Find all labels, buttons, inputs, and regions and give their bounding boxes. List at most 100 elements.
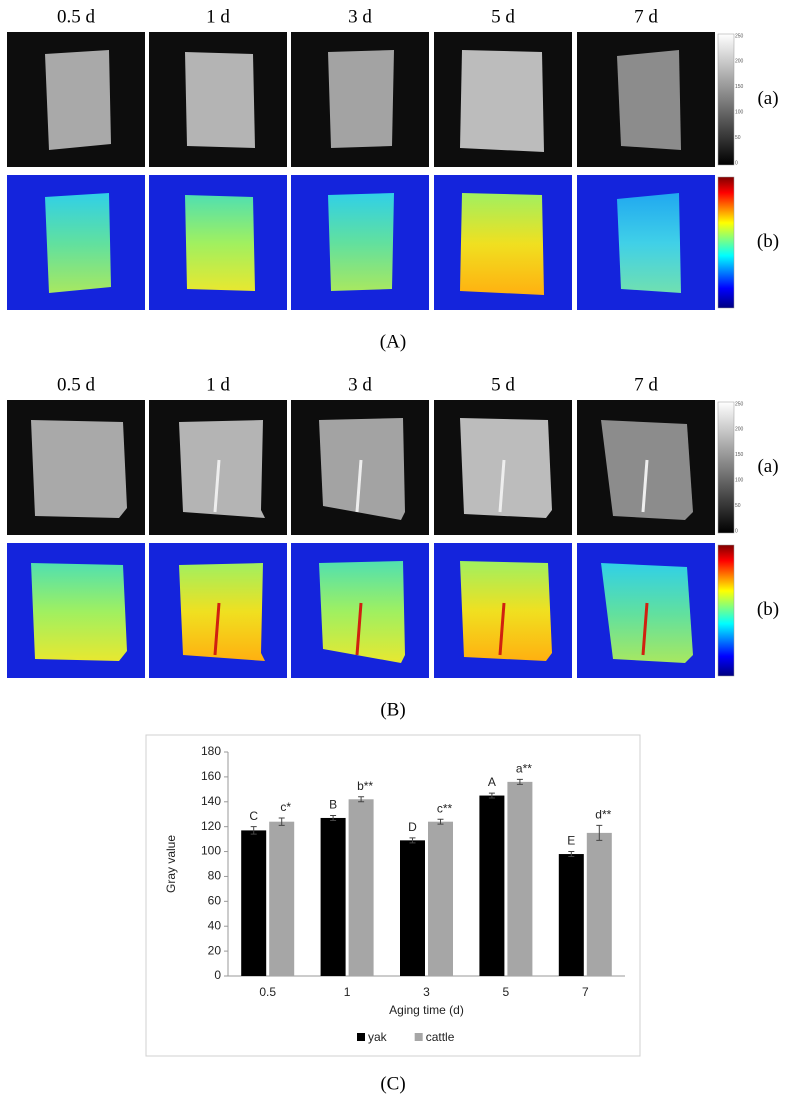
x-tick-label: 5 [503, 985, 510, 999]
row-label: (a) [757, 88, 778, 109]
y-tick-label: 140 [201, 794, 221, 808]
day-label: 3 d [348, 6, 372, 27]
y-axis-label: Gray value [164, 835, 178, 893]
x-tick-label: 7 [582, 985, 589, 999]
sample [319, 561, 405, 663]
y-tick-label: 0 [214, 968, 221, 982]
panel-label: (B) [380, 699, 405, 720]
bar [479, 795, 505, 976]
error-bar [568, 851, 575, 858]
significance-label: b** [357, 779, 373, 793]
bar [428, 821, 453, 976]
colorbar-tick-label: 150 [735, 452, 744, 458]
sample [460, 193, 544, 295]
fissure [641, 459, 649, 513]
colorbar-tick-label: 50 [735, 135, 741, 141]
colorbar-tick-label: 200 [735, 59, 744, 65]
colorbar-tick-label: 50 [735, 503, 741, 509]
error-bar [330, 814, 337, 821]
day-label: 5 d [491, 6, 515, 27]
bar [400, 840, 425, 976]
colorbar [717, 33, 735, 166]
error-bar [250, 826, 257, 835]
significance-label: D [408, 820, 417, 834]
sample [328, 193, 394, 291]
fissure [355, 459, 363, 513]
sample [319, 418, 405, 520]
significance-label: A [488, 775, 496, 789]
colorbar-tick-label: 200 [735, 427, 744, 433]
sample [185, 195, 255, 291]
significance-label: C [249, 809, 258, 823]
sample [617, 193, 681, 293]
bar [507, 781, 533, 976]
y-tick-label: 120 [201, 819, 221, 833]
day-label: 1 d [206, 374, 230, 395]
chart-frame [145, 734, 641, 1057]
significance-label: c** [437, 801, 453, 815]
significance-label: a** [516, 762, 532, 776]
panel-label: (A) [380, 331, 406, 352]
fissure [213, 602, 221, 656]
significance-label: E [567, 834, 575, 848]
panel-label: (C) [380, 1073, 405, 1094]
legend-label: cattle [426, 1030, 455, 1044]
y-tick-label: 80 [208, 869, 222, 883]
colorbar-tick-label: 250 [735, 33, 744, 39]
x-axis-label: Aging time (d) [389, 1003, 464, 1017]
sample [460, 561, 552, 661]
sample [617, 50, 681, 150]
x-tick-label: 1 [344, 985, 351, 999]
sample [179, 563, 265, 661]
sample [460, 418, 552, 518]
row-label: (a) [757, 456, 778, 477]
bar [241, 830, 267, 976]
sample [45, 50, 111, 150]
legend-swatch [357, 1033, 365, 1041]
error-bar [437, 818, 444, 825]
colorbar [717, 176, 735, 309]
error-bar [596, 824, 603, 841]
sample [179, 420, 265, 518]
significance-label: c* [280, 800, 291, 814]
legend-label: yak [368, 1030, 388, 1044]
bar [269, 821, 295, 976]
error-bar [358, 796, 365, 803]
colorbar [717, 544, 735, 677]
day-label: 0.5 d [57, 6, 96, 27]
legend-swatch [414, 1033, 423, 1041]
y-tick-label: 100 [201, 844, 221, 858]
error-bar [488, 792, 495, 799]
significance-label: d** [595, 808, 611, 822]
y-tick-label: 60 [208, 894, 222, 908]
x-tick-label: 3 [423, 985, 430, 999]
y-tick-label: 160 [201, 769, 221, 783]
bar [586, 832, 612, 976]
colorbar-tick-label: 250 [735, 401, 744, 407]
sample [328, 50, 394, 148]
y-tick-label: 40 [208, 918, 222, 932]
colorbar-tick-label: 0 [735, 528, 738, 534]
sample [460, 50, 544, 152]
sample [31, 420, 127, 518]
day-label: 7 d [634, 374, 658, 395]
bar [348, 799, 374, 976]
colorbar-tick-label: 100 [735, 478, 744, 484]
fissure [213, 459, 221, 513]
x-tick-label: 0.5 [259, 985, 276, 999]
sample [45, 193, 111, 293]
colorbar [717, 401, 735, 534]
colorbar-tick-label: 100 [735, 110, 744, 116]
day-label: 5 d [491, 374, 515, 395]
bar [558, 854, 584, 976]
day-label: 1 d [206, 6, 230, 27]
y-tick-label: 20 [208, 943, 222, 957]
fissure [498, 459, 506, 513]
day-label: 7 d [634, 6, 658, 27]
error-bar [409, 837, 416, 844]
sample [185, 52, 255, 148]
row-label: (b) [757, 599, 779, 620]
row-label: (b) [757, 231, 779, 252]
error-bar [278, 817, 285, 826]
